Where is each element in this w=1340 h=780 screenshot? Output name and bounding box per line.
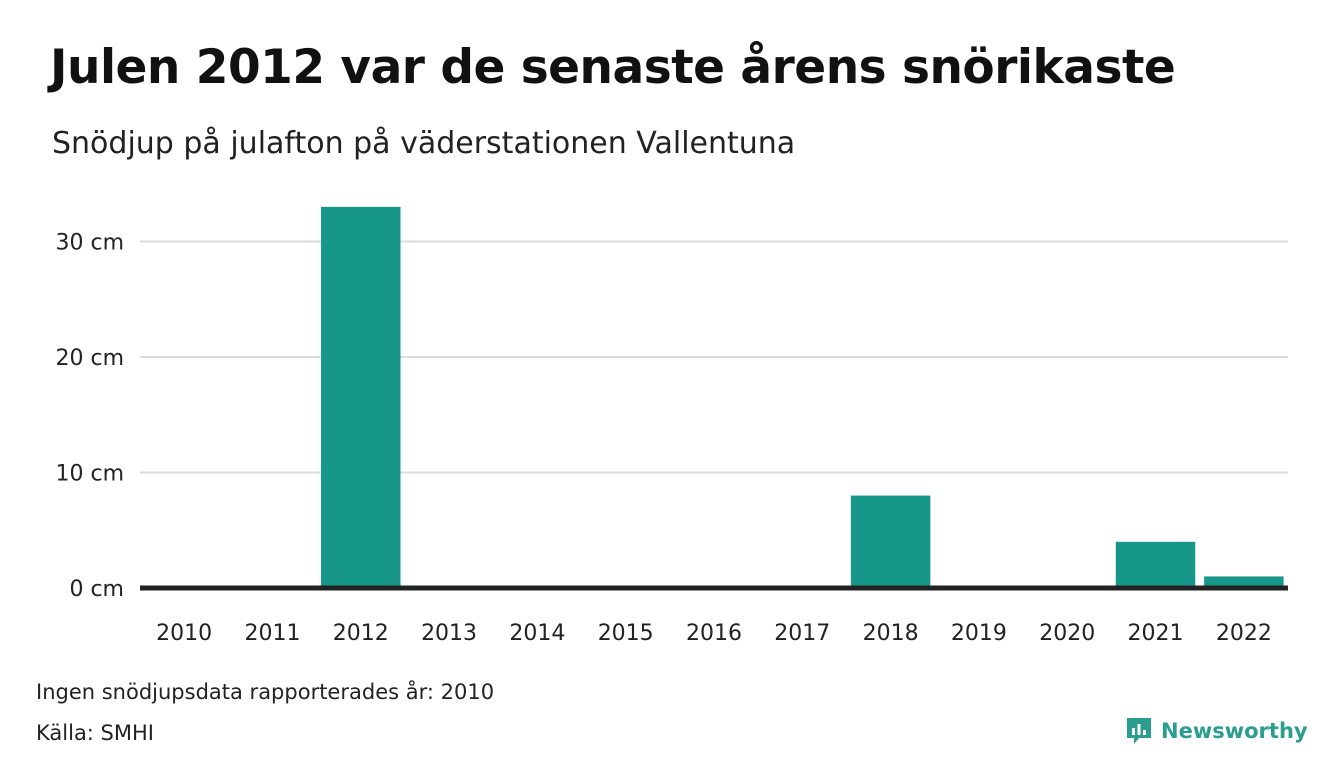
gridlines (140, 240, 1288, 474)
x-tick-label: 2017 (774, 621, 830, 646)
x-tick-label: 2016 (686, 621, 742, 646)
axes: 0 cm 10 cm 20 cm 30 cm 2010 2011 2012 2013 2014 2… (55, 231, 1288, 646)
x-tick-label: 2018 (863, 621, 919, 646)
y-tick-label: 20 cm (55, 346, 124, 371)
bar-2012 (321, 206, 401, 588)
bar-2021 (1115, 541, 1196, 588)
y-tick-label: 30 cm (55, 231, 124, 256)
chart-subtitle: Snödjup på julafton på väderstationen Va… (52, 126, 796, 161)
newsworthy-logo: Newsworthy (1125, 716, 1308, 746)
source-label: Källa: SMHI (36, 721, 154, 745)
y-tick-label: 10 cm (55, 462, 124, 487)
y-tick-label: 0 cm (69, 577, 124, 602)
missing-data-note: Ingen snödjupsdata rapporterades år: 201… (36, 680, 495, 704)
chart-title: Julen 2012 var de senaste årens snörikas… (50, 40, 1176, 95)
bars (321, 206, 1284, 588)
x-tick-label: 2020 (1039, 621, 1095, 646)
brand-name: Newsworthy (1161, 719, 1308, 743)
x-tick-label: 2011 (244, 621, 300, 646)
x-tick-label: 2019 (951, 621, 1007, 646)
newsworthy-logo-icon (1127, 718, 1151, 744)
x-tick-label: 2021 (1128, 621, 1184, 646)
bar-2022 (1204, 576, 1284, 588)
x-tick-label: 2013 (421, 621, 477, 646)
bar-chart: 0 cm 10 cm 20 cm 30 cm 2010 2011 2012 2013 2014 2… (55, 206, 1288, 646)
x-tick-label: 2022 (1216, 621, 1272, 646)
x-tick-label: 2012 (333, 621, 389, 646)
x-tick-label: 2014 (509, 621, 565, 646)
x-tick-label: 2015 (598, 621, 654, 646)
bar-2018 (850, 495, 931, 588)
x-tick-label: 2010 (156, 621, 212, 646)
